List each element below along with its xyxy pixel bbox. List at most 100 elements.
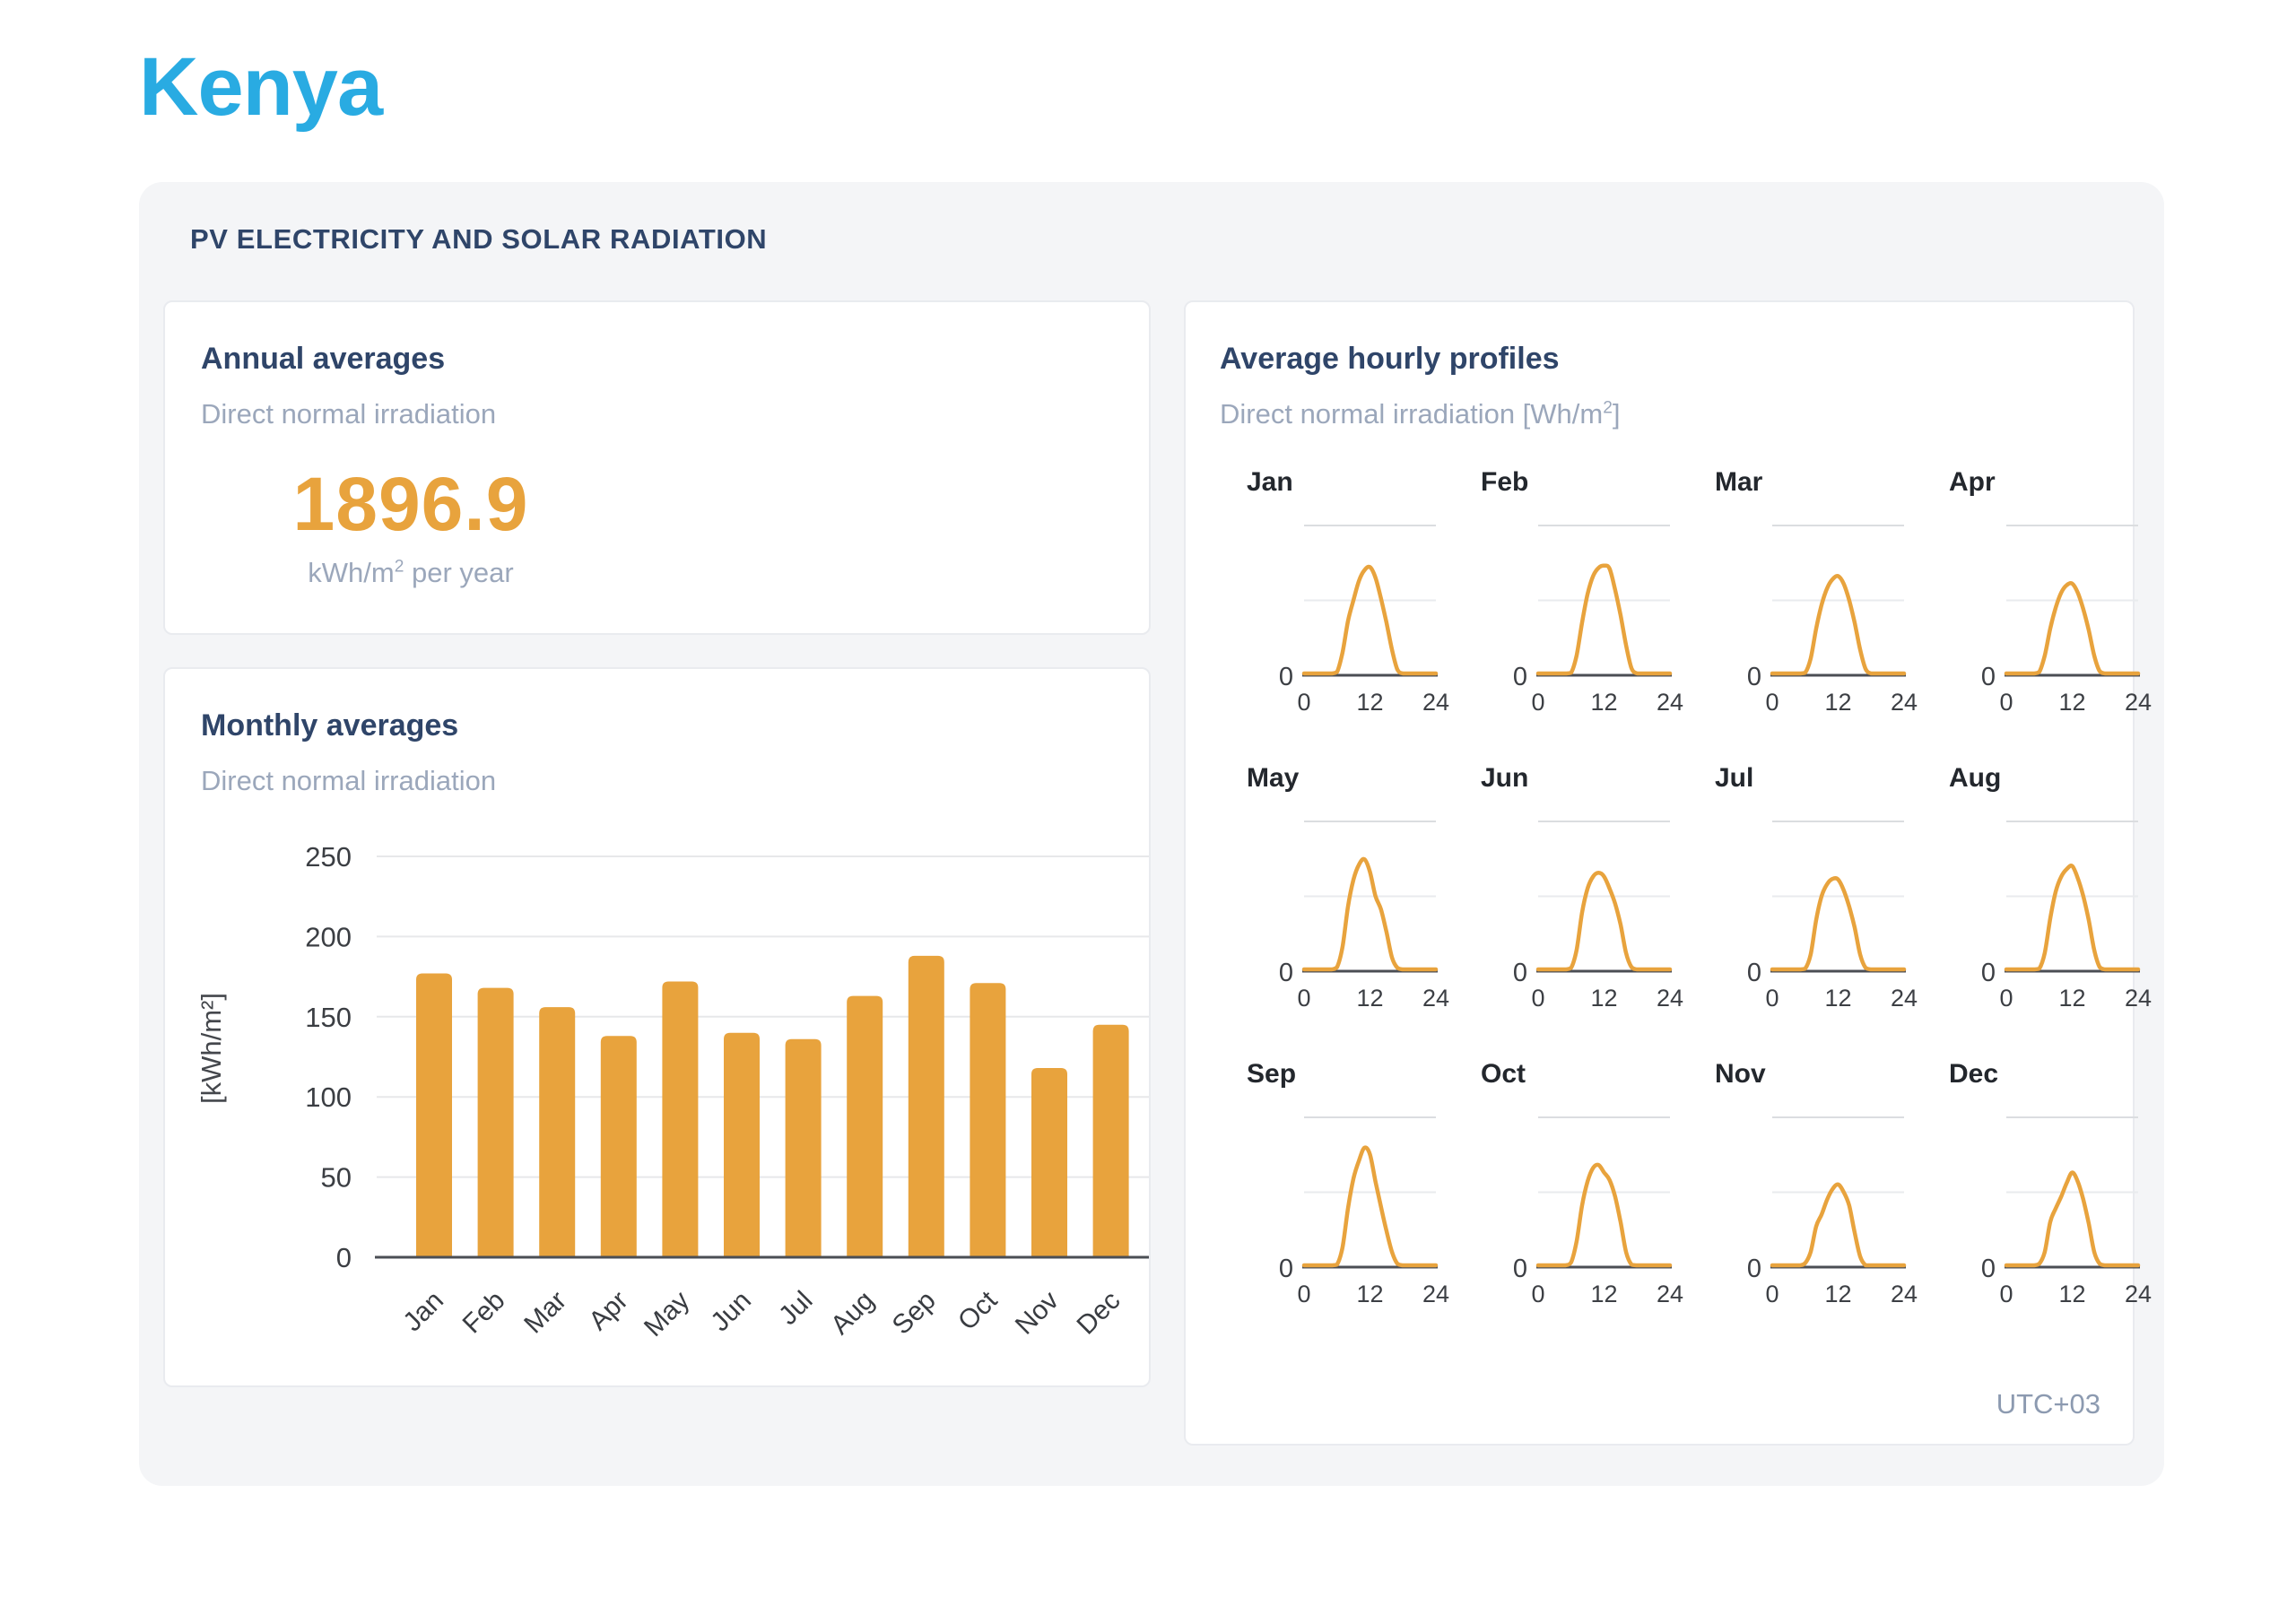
mini-xtick-12: 12 (1356, 1281, 1383, 1307)
bar-feb[interactable] (478, 988, 514, 1257)
mini-xtick-24: 24 (1891, 689, 1918, 716)
hourly-chart-sep[interactable]: 001224 (1247, 1099, 1481, 1324)
mini-xtick-0: 0 (1531, 985, 1544, 1012)
hourly-chart-cell-jul: Jul001224 (1715, 760, 1949, 1028)
mini-xtick-24: 24 (1657, 985, 1683, 1012)
hourly-chart-jan[interactable]: 001224 (1247, 508, 1481, 732)
hourly-chart-cell-feb: Feb001224 (1481, 465, 1715, 732)
mini-dni-curve (2006, 865, 2138, 969)
bar-chart-xtick-apr: Apr (583, 1286, 633, 1336)
mini-xtick-24: 24 (1422, 689, 1449, 716)
mini-xtick-24: 24 (1422, 985, 1449, 1012)
bar-chart-xtick-feb: Feb (457, 1286, 511, 1340)
hourly-chart-month-label: Sep (1247, 1056, 1481, 1099)
mini-dni-curve (2006, 583, 2138, 673)
hourly-chart-cell-dec: Dec001224 (1949, 1056, 2183, 1324)
mini-xtick-24: 24 (2125, 985, 2152, 1012)
monthly-averages-title: Monthly averages (201, 708, 1113, 743)
monthly-dni-bar-chart[interactable]: 050100150200250[kWh/m²]JanFebMarAprMayJu… (165, 839, 1151, 1387)
hourly-chart-nov[interactable]: 001224 (1715, 1099, 1949, 1324)
hourly-chart-month-label: Aug (1949, 760, 2183, 803)
bar-jul[interactable] (786, 1039, 822, 1257)
page-title: Kenya (139, 41, 2296, 134)
mini-xtick-0: 0 (1765, 985, 1779, 1012)
mini-y-zero-label: 0 (1981, 1255, 1996, 1283)
pv-solar-radiation-panel: PV ELECTRICITY AND SOLAR RADIATION Annua… (139, 182, 2164, 1486)
mini-xtick-24: 24 (2125, 1281, 2152, 1307)
hourly-chart-cell-apr: Apr001224 (1949, 465, 2183, 732)
hourly-chart-cell-sep: Sep001224 (1247, 1056, 1481, 1324)
subtitle-suffix: ] (1613, 398, 1621, 430)
mini-dni-curve (1304, 1148, 1436, 1265)
monthly-averages-card: Monthly averages Direct normal irradiati… (163, 667, 1151, 1387)
mini-xtick-24: 24 (1422, 1281, 1449, 1307)
hourly-chart-feb[interactable]: 001224 (1481, 508, 1715, 732)
unit-prefix: kWh/m (308, 557, 394, 588)
hourly-chart-jun[interactable]: 001224 (1481, 803, 1715, 1028)
bar-apr[interactable] (601, 1036, 637, 1257)
mini-xtick-24: 24 (1657, 689, 1683, 716)
mini-y-zero-label: 0 (1981, 663, 1996, 691)
mini-y-zero-label: 0 (1279, 1255, 1293, 1283)
hourly-chart-may[interactable]: 001224 (1247, 803, 1481, 1028)
bar-dec[interactable] (1093, 1025, 1129, 1257)
mini-xtick-24: 24 (1891, 985, 1918, 1012)
mini-xtick-0: 0 (1531, 1281, 1544, 1307)
mini-xtick-0: 0 (1999, 985, 2013, 1012)
bar-chart-ytick-200: 200 (305, 921, 352, 952)
annual-dni-stat: 1896.9 kWh/m2 per year (231, 461, 590, 589)
hourly-chart-month-label: Jan (1247, 465, 1481, 508)
mini-xtick-12: 12 (1824, 1281, 1851, 1307)
hourly-chart-apr[interactable]: 001224 (1949, 508, 2183, 732)
hourly-chart-jul[interactable]: 001224 (1715, 803, 1949, 1028)
mini-xtick-12: 12 (1824, 689, 1851, 716)
bar-chart-xtick-sep: Sep (887, 1286, 942, 1341)
hourly-chart-cell-jun: Jun001224 (1481, 760, 1715, 1028)
mini-xtick-12: 12 (1356, 689, 1383, 716)
bar-chart-xtick-jan: Jan (397, 1286, 449, 1338)
mini-xtick-0: 0 (1297, 985, 1310, 1012)
hourly-chart-month-label: Mar (1715, 465, 1949, 508)
hourly-chart-aug[interactable]: 001224 (1949, 803, 2183, 1028)
bar-chart-y-axis-label: [kWh/m²] (196, 993, 227, 1104)
mini-dni-curve (1538, 566, 1670, 673)
hourly-chart-oct[interactable]: 001224 (1481, 1099, 1715, 1324)
hourly-chart-month-label: Nov (1715, 1056, 1949, 1099)
mini-xtick-24: 24 (2125, 689, 2152, 716)
unit-suffix: per year (404, 557, 513, 588)
mini-xtick-0: 0 (1765, 1281, 1779, 1307)
mini-dni-curve (2006, 1173, 2138, 1266)
mini-dni-curve (1538, 873, 1670, 969)
bar-oct[interactable] (970, 983, 1005, 1257)
bar-chart-xtick-oct: Oct (952, 1285, 1004, 1336)
annual-averages-card: Annual averages Direct normal irradiatio… (163, 300, 1151, 635)
hourly-chart-month-label: Jun (1481, 760, 1715, 803)
mini-y-zero-label: 0 (1279, 663, 1293, 691)
subtitle-prefix: Direct normal irradiation [Wh/m (1220, 398, 1603, 430)
mini-xtick-12: 12 (1590, 985, 1617, 1012)
mini-y-zero-label: 0 (1747, 663, 1761, 691)
section-header: PV ELECTRICITY AND SOLAR RADIATION (190, 223, 2140, 256)
annual-dni-unit: kWh/m2 per year (231, 557, 590, 589)
bar-jan[interactable] (416, 974, 452, 1258)
bar-chart-xtick-nov: Nov (1010, 1286, 1065, 1341)
bar-nov[interactable] (1031, 1068, 1067, 1257)
bar-sep[interactable] (909, 956, 944, 1257)
mini-dni-curve (1772, 878, 1904, 969)
hourly-chart-cell-oct: Oct001224 (1481, 1056, 1715, 1324)
mini-dni-curve (1538, 1165, 1670, 1265)
bar-chart-xtick-mar: Mar (518, 1286, 572, 1340)
bar-mar[interactable] (539, 1007, 575, 1257)
hourly-chart-month-label: Feb (1481, 465, 1715, 508)
bar-chart-xtick-jun: Jun (705, 1286, 757, 1338)
bar-aug[interactable] (847, 996, 883, 1257)
bar-jun[interactable] (724, 1033, 760, 1257)
hourly-chart-dec[interactable]: 001224 (1949, 1099, 2183, 1324)
bar-may[interactable] (662, 982, 698, 1258)
bar-chart-ytick-150: 150 (305, 1002, 352, 1033)
bar-chart-ytick-0: 0 (336, 1242, 352, 1273)
hourly-chart-mar[interactable]: 001224 (1715, 508, 1949, 732)
annual-dni-value: 1896.9 (231, 461, 590, 548)
monthly-averages-subtitle: Direct normal irradiation (201, 765, 1113, 797)
mini-xtick-0: 0 (1999, 1281, 2013, 1307)
